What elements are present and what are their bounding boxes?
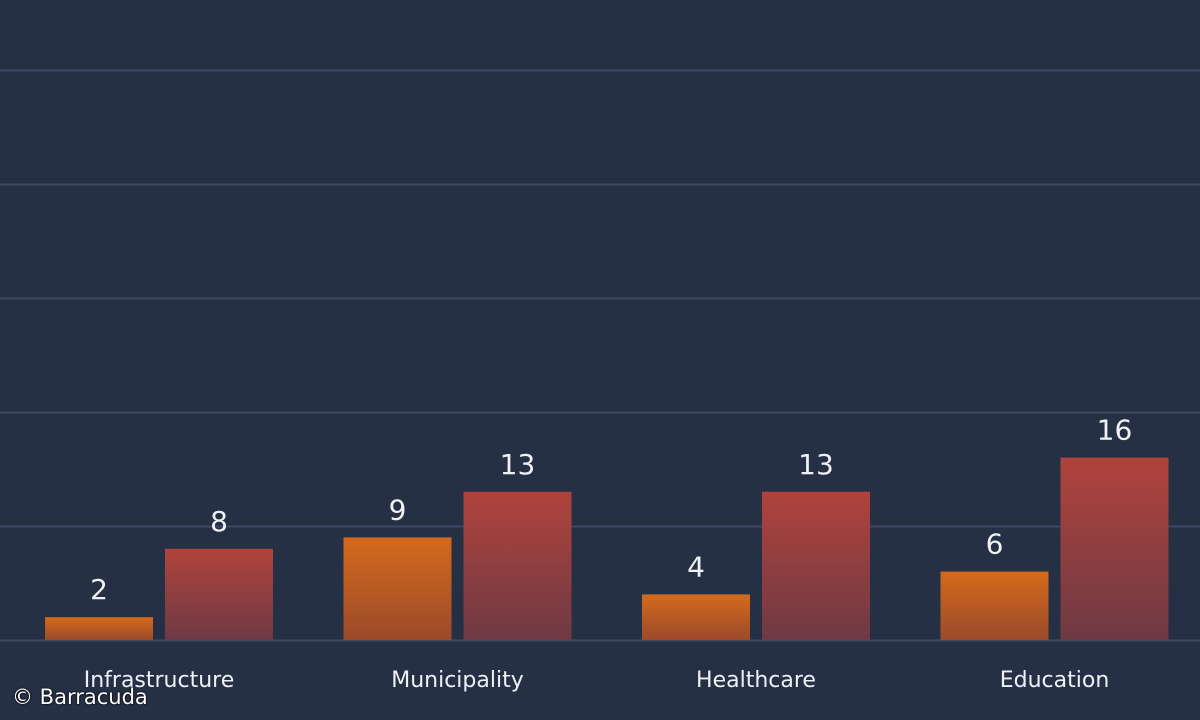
bars [45,457,1169,640]
category-labels: Infrastructure Municipality Healthcare Educ… [84,668,1110,693]
category-label-municipality: Municipality [391,668,524,693]
bar-infrastructure-series-1 [45,617,153,640]
value-label: 4 [687,550,705,583]
value-label: 9 [389,493,407,526]
value-label: 8 [210,505,228,538]
bar-education-series-2 [1060,457,1169,640]
value-labels: 2 8 9 13 4 13 6 16 [90,414,1132,607]
bar-municipality-series-2 [463,491,572,640]
bar-healthcare-series-2 [762,491,870,640]
bar-healthcare-series-1 [642,594,750,640]
bar-education-series-1 [940,571,1049,640]
value-label: 16 [1097,414,1133,447]
bar-infrastructure-series-2 [165,548,273,640]
value-label: 6 [986,528,1004,561]
gridlines [0,69,1200,642]
category-label-healthcare: Healthcare [696,668,816,693]
bar-municipality-series-1 [343,537,452,640]
category-label-education: Education [1000,668,1110,693]
value-label: 2 [90,573,108,606]
category-label-infrastructure: Infrastructure [84,668,235,693]
credit-text: © Barracuda [12,685,148,709]
value-label: 13 [798,448,834,481]
value-label: 13 [500,448,536,481]
